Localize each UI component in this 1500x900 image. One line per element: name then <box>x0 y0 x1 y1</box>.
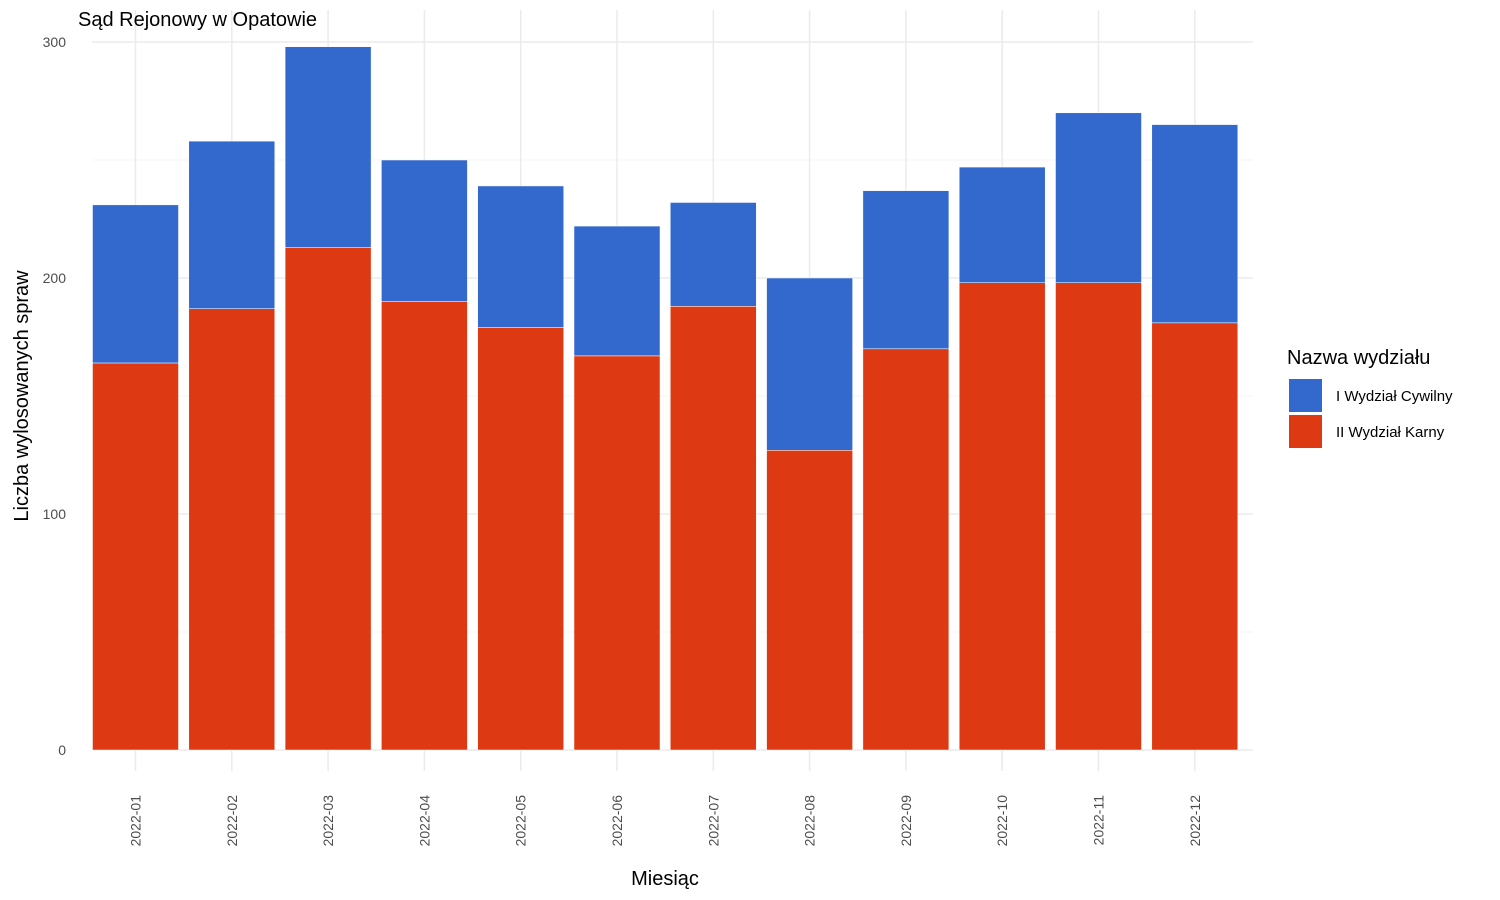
legend-swatch <box>1289 379 1322 412</box>
bar-cywilny-2022-10 <box>958 166 1046 283</box>
x-tick-label: 2022-08 <box>802 795 818 847</box>
x-axis-title: Miesiąc <box>631 868 699 890</box>
bar-karny-2022-07 <box>670 306 757 751</box>
x-tick-label: 2022-11 <box>1091 795 1107 846</box>
x-tick-label: 2022-10 <box>994 795 1010 847</box>
bar-cywilny-2022-11 <box>1055 112 1142 283</box>
bar-cywilny-2022-01 <box>92 204 179 364</box>
bar-karny-2022-12 <box>1151 322 1239 751</box>
x-tick-label: 2022-01 <box>128 795 144 847</box>
x-axis-ticks: 2022-01 2022-02 2022-03 2022-04 2022-05 2022-… <box>128 795 1203 847</box>
bar-cywilny-2022-03 <box>284 46 372 248</box>
bar-cywilny-2022-08 <box>766 277 853 451</box>
x-tick-label: 2022-03 <box>320 795 336 847</box>
bar-cywilny-2022-02 <box>188 140 276 309</box>
y-tick-label: 300 <box>43 34 67 50</box>
x-tick-label: 2022-12 <box>1187 795 1203 847</box>
x-tick-label: 2022-07 <box>705 795 721 847</box>
y-axis-ticks: 0 100 200 300 <box>43 34 67 758</box>
bar-karny-2022-02 <box>188 308 276 751</box>
bar-cywilny-2022-05 <box>477 185 564 328</box>
bar-karny-2022-06 <box>573 355 661 751</box>
legend-title: Nazwa wydziału <box>1287 347 1430 369</box>
bar-karny-2022-01 <box>92 362 179 751</box>
y-tick-label: 0 <box>58 742 66 758</box>
legend: Nazwa wydziału I Wydział Cywilny II Wydzi… <box>1287 347 1453 448</box>
bar-cywilny-2022-06 <box>573 225 661 357</box>
bar-karny-2022-05 <box>477 327 564 751</box>
x-tick-label: 2022-05 <box>513 795 529 847</box>
x-tick-label: 2022-04 <box>416 795 432 847</box>
y-tick-label: 100 <box>43 506 67 522</box>
x-tick-label: 2022-02 <box>224 795 240 847</box>
legend-label: II Wydział Karny <box>1336 424 1445 441</box>
bar-karny-2022-04 <box>381 301 468 751</box>
y-axis-title: Liczba wylosowanych spraw <box>11 270 33 522</box>
chart-title: Sąd Rejonowy w Opatowie <box>78 9 317 31</box>
x-tick-label: 2022-09 <box>898 795 914 847</box>
bar-cywilny-2022-09 <box>862 190 950 350</box>
x-tick-label: 2022-06 <box>609 795 625 847</box>
bar-karny-2022-09 <box>862 348 950 751</box>
bar-karny-2022-08 <box>766 450 853 751</box>
bars <box>92 46 1239 751</box>
bar-cywilny-2022-04 <box>381 159 468 302</box>
bar-cywilny-2022-07 <box>670 202 757 307</box>
legend-label: I Wydział Cywilny <box>1336 388 1453 405</box>
legend-swatch <box>1289 415 1322 448</box>
bar-karny-2022-03 <box>284 247 372 751</box>
bar-cywilny-2022-12 <box>1151 124 1239 324</box>
bar-karny-2022-11 <box>1055 282 1142 751</box>
bar-karny-2022-10 <box>958 282 1046 751</box>
y-tick-label: 200 <box>43 270 67 286</box>
